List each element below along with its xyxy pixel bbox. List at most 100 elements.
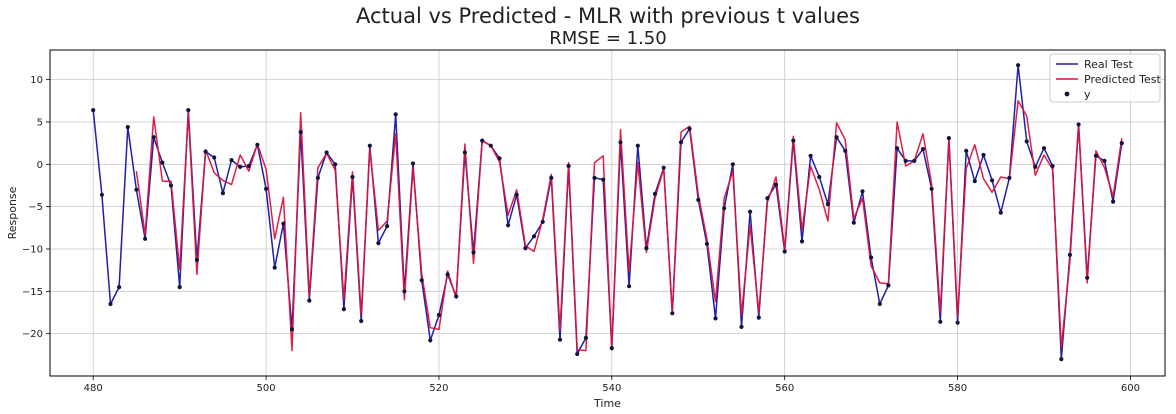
x-tick-label: 500 [257,383,276,394]
y-point [566,163,571,169]
y-point [341,307,346,312]
legend-y-swatch [1064,91,1070,97]
y-tick-label: 0 [37,160,43,171]
y-point [877,301,882,307]
y-point [402,289,407,294]
y-point [367,143,372,148]
y-point [782,249,787,254]
y-point [955,320,960,325]
y-point [635,143,640,148]
x-tick-label: 520 [429,383,448,394]
y-point [843,148,848,153]
y-point [903,158,908,163]
y-point [938,319,943,324]
y-point [506,223,511,228]
y-point [825,202,831,207]
y-axis-label: Response [6,186,19,239]
y-point [739,324,744,329]
y-point [229,158,234,163]
y-point [523,246,528,251]
y-point [428,338,433,343]
y-point [929,186,934,191]
y-point [644,246,649,251]
y-tick-label: 10 [30,75,43,86]
y-point [315,175,320,180]
y-point [1033,164,1038,169]
y-point [583,335,589,340]
y-point [1067,252,1072,257]
y-point [143,236,148,241]
y-tick-label: −5 [28,202,43,213]
y-point [497,156,502,161]
x-tick-label: 540 [602,383,621,394]
y-point [1093,153,1098,158]
legend-y-label: y [1084,88,1091,101]
y-point [238,164,243,169]
y-point [359,318,364,324]
series-layer [91,63,1124,362]
y-point [1024,139,1029,144]
y-point [627,284,632,289]
y-point [722,206,727,211]
y-point [125,125,130,130]
y-point [151,135,156,140]
y-point [817,174,822,180]
y-point [575,351,580,357]
y-point [488,143,493,148]
tick-layer: 480 500 520 540 560 580 600 −20 −15 −10 −5 0 5 10 [22,75,1140,394]
y-point [203,149,208,154]
y-point [1041,146,1047,151]
y-point [393,112,398,117]
y-point [177,285,182,290]
y-point [186,108,191,113]
y-point [713,316,718,321]
y-point [385,224,390,229]
y-point [981,152,986,158]
y-point [799,239,805,244]
y-point [1050,163,1055,169]
y-point [272,265,277,270]
plot-frame [49,49,1166,377]
y-point [990,178,995,183]
y-point [834,135,839,140]
y-point [376,241,381,246]
y-point [480,138,485,143]
y-point [730,162,735,167]
y-point [687,126,692,131]
y-point [912,158,917,163]
x-axis-label: Time [593,397,621,410]
y-point [410,161,416,166]
y-point [601,177,606,182]
y-point [946,136,952,141]
y-point [307,298,312,303]
y-point [592,175,597,180]
y-point [212,155,217,160]
real-test-line [92,64,1123,360]
y-point [1016,63,1021,68]
y-point [756,315,761,320]
y-point [445,272,450,277]
y-point [246,163,251,169]
predicted-test-line [135,100,1123,352]
y-point [964,148,969,153]
y-point [678,140,684,145]
y-point [609,346,614,351]
y-point [160,160,165,165]
y-point [419,278,424,283]
y-point [454,294,459,299]
y-point [264,186,269,191]
y-point [557,337,563,342]
y-point [704,241,710,246]
y-point [1085,275,1090,280]
y-point [860,189,865,194]
x-tick-label: 580 [948,383,967,394]
legend-real-label: Real Test [1084,58,1134,71]
y-point [117,285,122,290]
y-point [869,255,874,260]
y-point [324,150,329,155]
y-point [748,209,753,214]
x-tick-label: 480 [84,383,103,394]
x-tick-label: 560 [775,383,794,394]
y-point [1007,175,1012,180]
